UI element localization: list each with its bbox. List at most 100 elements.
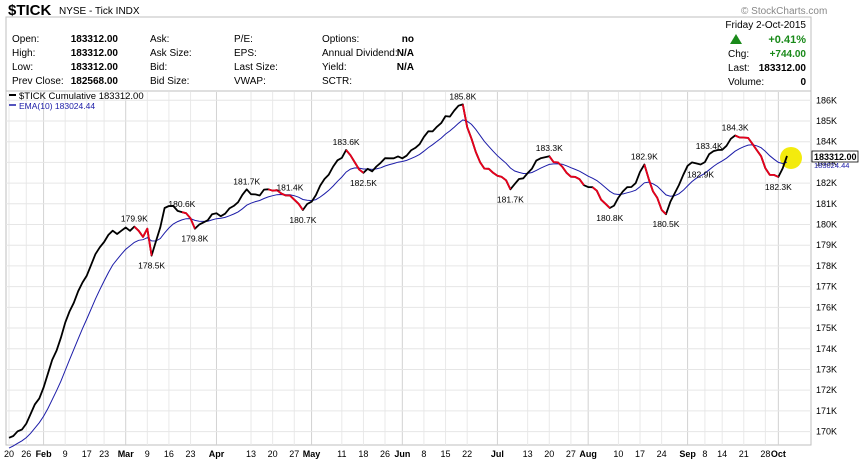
point-annotation: 182.5K <box>350 178 377 188</box>
volume-label: Volume: <box>728 77 764 88</box>
eps-label: EPS: <box>234 48 257 59</box>
annual-dividend-value: N/A <box>397 48 414 59</box>
y-tick-label: 172K <box>816 385 837 395</box>
open-label: Open: <box>12 34 39 45</box>
x-tick-label: 13 <box>523 449 533 459</box>
point-annotation: 185.8K <box>449 91 476 101</box>
high-value: 183312.00 <box>71 48 119 59</box>
point-annotation: 182.3K <box>765 182 792 192</box>
header-panel <box>5 16 812 92</box>
last-value-tag: 183312.00 183024.44 <box>811 150 859 170</box>
x-tick-label: 20 <box>268 449 278 459</box>
down-segment <box>591 186 611 209</box>
down-segment <box>268 188 304 211</box>
yield-value: N/A <box>397 62 414 73</box>
y-tick-label: 184K <box>816 137 837 147</box>
y-tick-label: 178K <box>816 261 837 271</box>
point-annotation: 180.7K <box>289 215 316 225</box>
y-tick-label: 177K <box>816 282 837 292</box>
x-tick-label: Aug <box>579 449 597 459</box>
plot-area <box>5 90 812 446</box>
options-value: no <box>402 34 414 45</box>
x-tick-label: 18 <box>358 449 368 459</box>
last-label: Last: <box>728 63 750 74</box>
down-segment <box>345 149 364 174</box>
y-tick-label: 185K <box>816 116 837 126</box>
y-tick-label: 170K <box>816 427 837 437</box>
point-annotation: 183.3K <box>536 143 563 153</box>
x-tick-label: 9 <box>145 449 150 459</box>
down-segment <box>734 134 779 178</box>
x-axis-ticks: 20 26 Feb 9 17 23 Mar 9 16 23 Apr 13 20 27 May 11 18 26 Ju… <box>4 449 786 459</box>
ema-value-tag-text: 183024.44 <box>814 161 849 170</box>
x-tick-label: 22 <box>462 449 472 459</box>
x-tick-label: 20 <box>4 449 14 459</box>
x-tick-label: 13 <box>246 449 256 459</box>
point-annotation: 178.5K <box>138 261 165 271</box>
x-tick-label: 28 <box>760 449 770 459</box>
low-value: 183312.00 <box>71 62 119 73</box>
x-tick-label: 16 <box>164 449 174 459</box>
x-tick-label: Jun <box>394 449 410 459</box>
point-annotation: 183.6K <box>333 137 360 147</box>
ask-label: Ask: <box>150 34 169 45</box>
sctr-label: SCTR: <box>322 76 352 87</box>
x-tick-label: 23 <box>186 449 196 459</box>
point-annotation: 184.3K <box>722 122 749 132</box>
point-annotation: 179.8K <box>181 234 208 244</box>
x-tick-label: 23 <box>99 449 109 459</box>
y-tick-label: 180K <box>816 220 837 230</box>
peak-trough-labels: 179.9K 178.5K 180.6K 179.8K 181.7K 181.4K 180.… <box>121 91 792 270</box>
prev-close-value: 182568.00 <box>71 76 119 87</box>
down-segment <box>133 225 153 256</box>
down-segments <box>133 104 779 256</box>
x-tick-label: Mar <box>118 449 135 459</box>
symbol-title: $TICK <box>8 2 52 19</box>
ema-series-line <box>8 119 788 449</box>
y-tick-label: 173K <box>816 364 837 374</box>
x-tick-label: 21 <box>739 449 749 459</box>
low-label: Low: <box>12 62 33 73</box>
open-value: 183312.00 <box>71 34 119 45</box>
watermark: © StockCharts.com <box>741 6 827 17</box>
x-tick-label: 8 <box>702 449 707 459</box>
x-tick-label: Sep <box>679 449 696 459</box>
x-tick-label: 26 <box>380 449 390 459</box>
y-tick-label: 176K <box>816 302 837 312</box>
down-segment <box>548 155 585 186</box>
point-annotation: 180.5K <box>653 219 680 229</box>
y-axis-ticks: 170K 171K 172K 173K 174K 175K 176K 177K 178K 179K… <box>816 95 837 436</box>
point-annotation: 181.7K <box>233 176 260 186</box>
bid-label: Bid: <box>150 62 167 73</box>
chg-value: +744.00 <box>770 49 807 60</box>
last-size-label: Last Size: <box>234 62 278 73</box>
point-annotation: 179.9K <box>121 214 148 224</box>
x-tick-label: 15 <box>441 449 451 459</box>
x-tick-label: 11 <box>337 449 346 459</box>
vwap-label: VWAP: <box>234 76 266 87</box>
x-tick-label: 10 <box>613 449 623 459</box>
x-tick-label: May <box>303 449 321 459</box>
last-value-tag-text: 183312.00 <box>814 152 857 162</box>
down-segment <box>643 164 667 215</box>
chg-label: Chg: <box>728 49 749 60</box>
x-tick-label: Oct <box>771 449 786 459</box>
y-tick-label: 175K <box>816 323 837 333</box>
y-tick-label: 179K <box>816 240 837 250</box>
down-segment <box>461 104 512 190</box>
point-annotation: 182.9K <box>687 169 714 179</box>
exchange-description: NYSE - Tick INDX <box>59 6 140 17</box>
x-tick-label: Feb <box>36 449 53 459</box>
legend-ema: EMA(10) 183024.44 <box>19 101 95 111</box>
y-tick-label: 186K <box>816 95 837 105</box>
options-label: Options: <box>322 34 359 45</box>
last-price-highlight <box>780 146 802 169</box>
up-arrow-icon <box>730 34 742 44</box>
y-tick-label: 174K <box>816 344 837 354</box>
point-annotation: 182.9K <box>631 151 658 161</box>
y-tick-label: 181K <box>816 199 837 209</box>
point-annotation: 181.7K <box>497 194 524 204</box>
point-annotation: 183.4K <box>696 141 723 151</box>
x-tick-label: 17 <box>82 449 92 459</box>
